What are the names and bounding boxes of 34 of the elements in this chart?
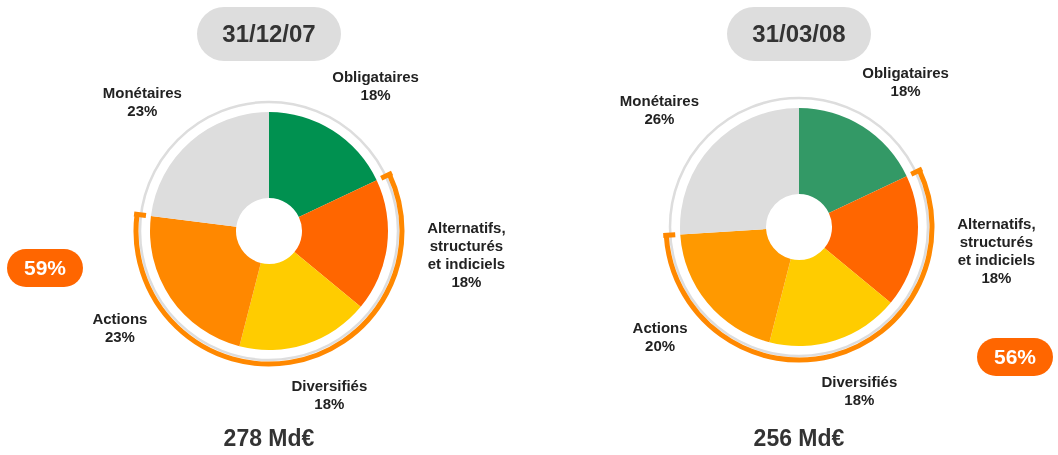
donut-slice bbox=[150, 216, 261, 347]
donut-slice bbox=[239, 252, 361, 350]
text: 278 Md€ bbox=[223, 425, 315, 452]
text: 56% bbox=[993, 345, 1037, 369]
donut-slice bbox=[269, 112, 377, 217]
slice-label: Obligataires bbox=[862, 64, 949, 82]
slice-label: Monétaires bbox=[102, 84, 182, 102]
chart-title: 31/03/08 bbox=[752, 20, 846, 48]
text: 256 Md€ bbox=[753, 425, 845, 452]
data-label: 18% bbox=[451, 273, 482, 291]
chart-title: 31/12/07 bbox=[222, 20, 316, 48]
slice-label: Alternatifs, structurés et indiciels bbox=[957, 215, 1036, 269]
text: 59% bbox=[23, 256, 67, 280]
slice-label: Actions bbox=[632, 318, 688, 336]
data-label: 18% bbox=[314, 394, 345, 412]
slice-label: Diversifiés bbox=[821, 372, 898, 390]
donut-slice bbox=[799, 108, 907, 213]
donut-slice bbox=[769, 248, 891, 346]
donut-slice bbox=[294, 180, 388, 307]
slice-label: Obligataires bbox=[332, 68, 419, 86]
donut-slice bbox=[680, 108, 799, 235]
data-label: 23% bbox=[104, 327, 135, 345]
data-label: 26% bbox=[644, 109, 675, 127]
data-label: 20% bbox=[645, 336, 676, 354]
slice-label: Diversifiés bbox=[291, 376, 368, 394]
data-label: 18% bbox=[981, 269, 1012, 287]
slice-label: Monétaires bbox=[619, 91, 699, 109]
donut-slice bbox=[824, 176, 918, 303]
data-label: 18% bbox=[360, 86, 391, 104]
data-label: 23% bbox=[127, 102, 158, 120]
slice-label: Alternatifs, structurés et indiciels bbox=[427, 219, 506, 273]
slice-label: Actions bbox=[92, 309, 148, 327]
data-label: 18% bbox=[890, 82, 921, 100]
data-label: 18% bbox=[844, 390, 875, 408]
